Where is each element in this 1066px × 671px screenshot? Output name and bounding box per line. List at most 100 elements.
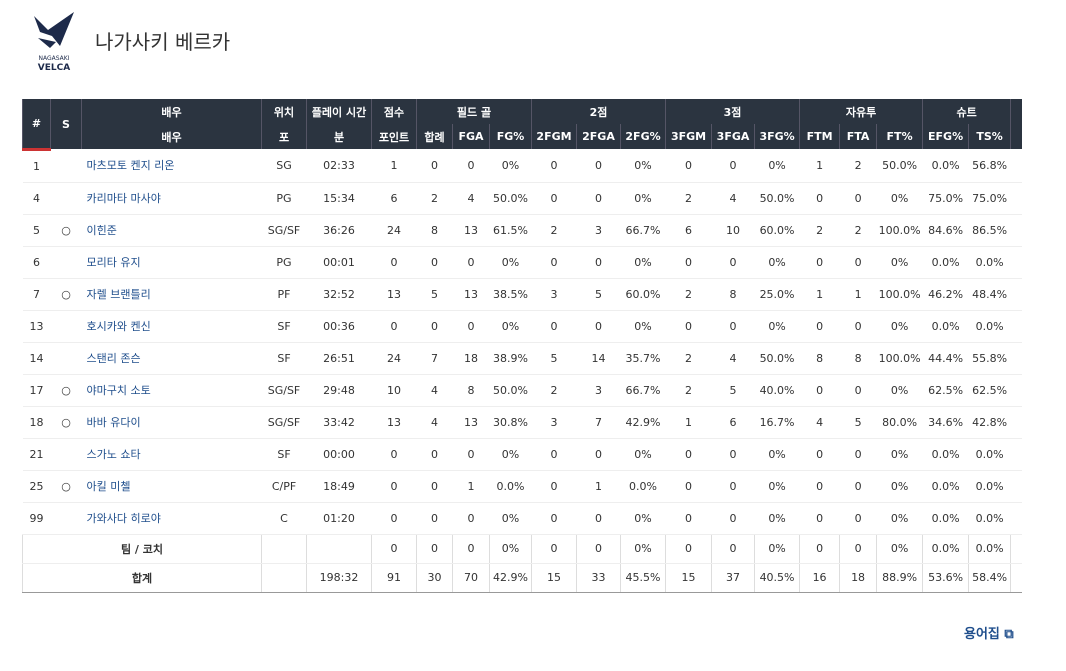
cell: 15 <box>531 562 577 593</box>
cell: 0% <box>620 149 666 183</box>
player-name[interactable]: 이힌준 <box>81 214 262 247</box>
cell: 0% <box>876 438 923 471</box>
cell: 0 <box>711 246 755 279</box>
cell: SF <box>261 438 307 471</box>
cell: 0.0% <box>968 533 1011 564</box>
cell: 00:00 <box>306 438 372 471</box>
player-name[interactable]: 바바 유다이 <box>81 406 262 439</box>
cell: 6 <box>371 182 417 215</box>
cell: 80.0% <box>876 406 923 439</box>
cell: 24 <box>371 214 417 247</box>
cell: 17 <box>22 374 51 407</box>
cell: 37 <box>711 562 755 593</box>
column-header: FT% <box>876 124 923 149</box>
cell: 0 <box>452 246 490 279</box>
player-name[interactable]: 가와사다 히로야 <box>81 502 262 535</box>
cell: 0 <box>665 149 712 183</box>
cell: 42.9% <box>620 406 666 439</box>
cell: 0 <box>531 310 577 343</box>
cell: 61.5% <box>489 214 532 247</box>
column-header: FG% <box>489 124 532 149</box>
column-header: 3FGA <box>711 124 755 149</box>
cell: 0% <box>876 533 923 564</box>
cell: 0% <box>876 182 923 215</box>
player-name[interactable]: 마츠모토 켄지 리온 <box>81 149 262 183</box>
cell: 0% <box>489 438 532 471</box>
cell: 2 <box>839 149 877 183</box>
cell: 0 <box>711 533 755 564</box>
cell: ○ <box>50 214 82 247</box>
cell: 0% <box>620 438 666 471</box>
player-name[interactable]: 스탠리 존슨 <box>81 342 262 375</box>
cell: 0% <box>620 310 666 343</box>
cell: 0.0% <box>922 533 969 564</box>
cell: 7 <box>22 278 51 311</box>
cell-cut <box>1010 149 1022 183</box>
player-row: 6 모리타 유지 PG 00:01 0 0 0 0% 0 0 0% 0 0 0% 0 0 0% 0.0% 0.0% <box>22 246 1022 279</box>
cell: 45.5% <box>619 562 666 593</box>
cell: 15:34 <box>306 182 372 215</box>
cell: 35.7% <box>620 342 666 375</box>
cell: 0 <box>839 438 877 471</box>
cell: 30.8% <box>489 406 532 439</box>
player-name[interactable]: 스가노 쇼타 <box>81 438 262 471</box>
glossary-label[interactable]: 용어집 <box>964 627 1000 642</box>
cell: 00:01 <box>306 246 372 279</box>
cell: 30 <box>416 562 453 593</box>
cell: 2 <box>531 374 577 407</box>
cell: 60.0% <box>754 214 800 247</box>
cell: PF <box>261 278 307 311</box>
cell: 0 <box>531 502 577 535</box>
cell: 0 <box>531 246 577 279</box>
cell: 13 <box>22 310 51 343</box>
column-header: TS% <box>968 124 1011 149</box>
cell: 25.0% <box>754 278 800 311</box>
cell: 0% <box>754 470 800 503</box>
cell: 1 <box>799 278 840 311</box>
cell: 3 <box>576 374 621 407</box>
cell: 0 <box>839 533 877 564</box>
cell: 14 <box>576 342 621 375</box>
cell: 100.0% <box>876 214 923 247</box>
player-name[interactable]: 아킬 미첼 <box>81 470 262 503</box>
column-header: 3FG% <box>754 124 800 149</box>
cell: 8 <box>711 278 755 311</box>
header-row: # S 배우 위치 플레이 시간 점수 필드 골 2점 3점 자유투 슈트 <box>22 99 1022 151</box>
cell: 1 <box>452 470 490 503</box>
cell: 0.0% <box>489 470 532 503</box>
player-row: 5 ○ 이힌준 SG/SF 36:26 24 8 13 61.5% 2 3 66.7% 6 10 60.0%… <box>22 214 1022 247</box>
cell-cut <box>1010 214 1022 247</box>
cell <box>50 342 82 375</box>
cell: 0% <box>620 502 666 535</box>
player-name[interactable]: 카리마타 마사야 <box>81 182 262 215</box>
cell: 0 <box>799 310 840 343</box>
cell: ○ <box>50 278 82 311</box>
cell: 0 <box>839 182 877 215</box>
player-name[interactable]: 모리타 유지 <box>81 246 262 279</box>
player-name[interactable]: 자렐 브랜틀리 <box>81 278 262 311</box>
cell-cut <box>1010 406 1022 439</box>
cell: 0.0% <box>968 470 1011 503</box>
glossary-link[interactable]: 용어집 ⧉ <box>964 627 1014 642</box>
player-name[interactable]: 호시카와 켄신 <box>81 310 262 343</box>
cell: 1 <box>22 149 51 183</box>
cell-cut <box>1010 562 1022 593</box>
cell: 13 <box>452 278 490 311</box>
cell <box>306 533 372 564</box>
cell: 0 <box>576 502 621 535</box>
group-header: 점수 <box>371 99 417 124</box>
cell: 34.6% <box>922 406 969 439</box>
cell: 0.0% <box>968 502 1011 535</box>
cell: 8 <box>839 342 877 375</box>
group-header: 슈트 <box>922 99 1011 124</box>
cell <box>50 310 82 343</box>
cell: 0.0% <box>922 502 969 535</box>
cell: 32:52 <box>306 278 372 311</box>
cell: 4 <box>416 374 453 407</box>
cell: 7 <box>576 406 621 439</box>
cell: 3 <box>531 406 577 439</box>
player-name[interactable]: 야마구치 소토 <box>81 374 262 407</box>
cell: 0 <box>576 533 621 564</box>
cell: 66.7% <box>620 214 666 247</box>
team-title: 나가사키 베르카 <box>95 30 231 54</box>
